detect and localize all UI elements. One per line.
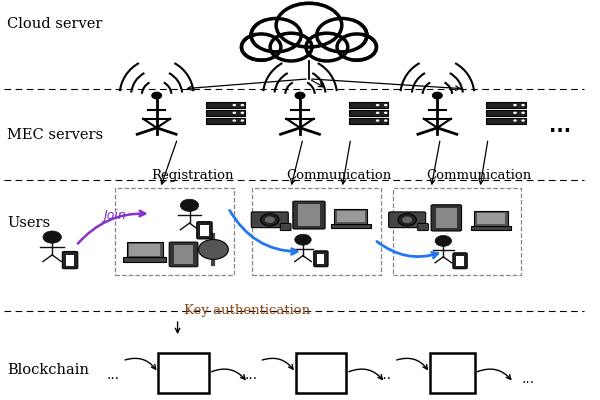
FancyBboxPatch shape xyxy=(197,222,212,239)
Circle shape xyxy=(402,216,412,223)
Circle shape xyxy=(233,119,236,122)
Bar xyxy=(174,245,193,264)
Circle shape xyxy=(384,104,388,106)
Circle shape xyxy=(260,214,279,226)
Bar xyxy=(296,353,346,393)
Bar xyxy=(252,188,380,276)
Text: Join: Join xyxy=(103,209,126,222)
Circle shape xyxy=(241,104,244,106)
Circle shape xyxy=(521,119,525,122)
Circle shape xyxy=(398,214,416,226)
Circle shape xyxy=(255,3,363,75)
Bar xyxy=(206,118,245,124)
Text: ...: ... xyxy=(244,368,257,382)
FancyBboxPatch shape xyxy=(314,251,328,267)
Bar xyxy=(298,204,320,226)
Circle shape xyxy=(241,119,244,122)
Bar xyxy=(392,188,521,276)
Circle shape xyxy=(295,234,311,245)
Bar xyxy=(123,257,166,262)
Circle shape xyxy=(384,112,388,114)
Bar xyxy=(487,110,526,116)
Circle shape xyxy=(276,3,342,47)
Text: Communication: Communication xyxy=(286,169,391,182)
Circle shape xyxy=(337,34,376,60)
Bar xyxy=(457,256,464,266)
FancyBboxPatch shape xyxy=(280,224,291,230)
Circle shape xyxy=(513,119,517,122)
Circle shape xyxy=(521,104,525,106)
Bar xyxy=(471,226,511,230)
Text: Users: Users xyxy=(7,216,50,230)
Text: Blockchain: Blockchain xyxy=(7,363,89,377)
Text: ...: ... xyxy=(522,372,535,386)
Text: Registration: Registration xyxy=(151,169,234,182)
Circle shape xyxy=(251,18,301,52)
Bar xyxy=(487,102,526,108)
FancyBboxPatch shape xyxy=(418,224,428,230)
FancyBboxPatch shape xyxy=(293,201,325,229)
Circle shape xyxy=(270,33,312,61)
FancyBboxPatch shape xyxy=(251,212,288,228)
Circle shape xyxy=(241,112,244,114)
Bar xyxy=(158,353,209,393)
Circle shape xyxy=(295,92,305,99)
Circle shape xyxy=(376,112,379,114)
Text: ...: ... xyxy=(549,117,571,136)
Circle shape xyxy=(199,240,229,259)
Text: MEC servers: MEC servers xyxy=(7,128,103,142)
FancyBboxPatch shape xyxy=(453,253,467,269)
FancyBboxPatch shape xyxy=(169,242,198,267)
FancyBboxPatch shape xyxy=(431,205,461,231)
Circle shape xyxy=(513,112,517,114)
Text: ...: ... xyxy=(379,368,392,382)
Circle shape xyxy=(317,18,367,52)
Circle shape xyxy=(152,92,161,99)
Bar xyxy=(206,102,245,108)
Bar xyxy=(477,213,505,224)
Bar xyxy=(66,255,74,266)
Circle shape xyxy=(306,33,348,61)
Circle shape xyxy=(376,119,379,122)
Circle shape xyxy=(433,92,442,99)
Bar xyxy=(115,188,235,276)
Circle shape xyxy=(181,199,199,212)
Bar xyxy=(349,102,388,108)
Bar xyxy=(334,210,367,224)
Circle shape xyxy=(384,119,388,122)
Circle shape xyxy=(43,231,61,243)
Circle shape xyxy=(513,104,517,106)
Bar xyxy=(331,224,371,228)
Bar xyxy=(436,208,457,228)
FancyBboxPatch shape xyxy=(389,212,425,228)
Bar xyxy=(475,212,508,226)
Bar xyxy=(337,211,365,222)
FancyBboxPatch shape xyxy=(62,252,78,269)
Text: Key authentication: Key authentication xyxy=(184,304,310,317)
Bar xyxy=(130,244,160,256)
Bar xyxy=(317,254,325,264)
Bar xyxy=(349,110,388,116)
Circle shape xyxy=(435,236,452,246)
Text: ...: ... xyxy=(107,368,120,382)
Circle shape xyxy=(241,34,281,60)
Bar xyxy=(487,118,526,124)
Bar xyxy=(127,242,163,257)
Bar xyxy=(200,225,209,236)
Circle shape xyxy=(233,112,236,114)
Bar xyxy=(206,110,245,116)
Text: Communication: Communication xyxy=(427,169,532,182)
Bar xyxy=(349,118,388,124)
Circle shape xyxy=(265,216,275,223)
Bar xyxy=(430,353,475,393)
Circle shape xyxy=(376,104,379,106)
Text: Cloud server: Cloud server xyxy=(7,17,103,31)
Circle shape xyxy=(521,112,525,114)
Circle shape xyxy=(233,104,236,106)
